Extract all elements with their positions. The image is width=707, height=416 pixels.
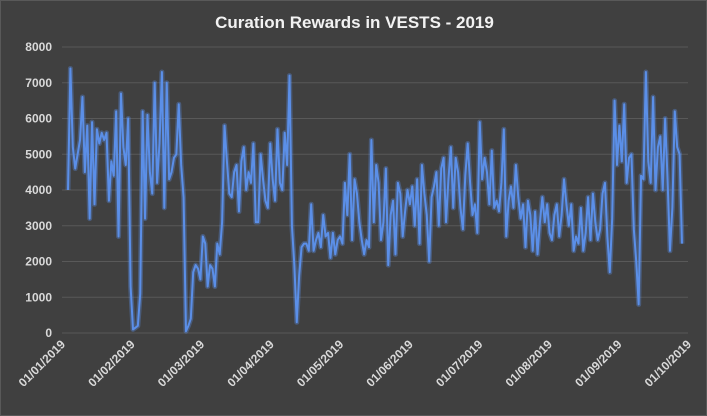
x-tick-label: 01/08/2019 <box>503 337 556 390</box>
y-tick-label: 1000 <box>25 290 52 304</box>
y-tick-label: 4000 <box>25 183 52 197</box>
x-tick-label: 01/03/2019 <box>155 337 208 390</box>
y-tick-label: 3000 <box>25 219 52 233</box>
x-tick-label: 01/10/2019 <box>642 337 695 390</box>
y-tick-label: 0 <box>45 326 52 340</box>
x-tick-label: 01/02/2019 <box>85 337 138 390</box>
x-tick-label: 01/07/2019 <box>433 337 486 390</box>
x-axis-labels: 01/01/2019 01/02/2019 01/03/2019 01/04/2019… <box>16 337 695 390</box>
y-axis-labels: 0 1000 2000 3000 4000 5000 6000 7000 8000 <box>25 40 52 340</box>
y-tick-label: 2000 <box>25 255 52 269</box>
y-tick-label: 6000 <box>25 112 52 126</box>
x-tick-label: 01/05/2019 <box>294 337 347 390</box>
x-tick-label: 01/01/2019 <box>16 337 69 390</box>
series-line <box>67 67 683 333</box>
x-tick-label: 01/09/2019 <box>572 337 625 390</box>
chart-title: Curation Rewards in VESTS - 2019 <box>215 13 494 32</box>
y-tick-label: 5000 <box>25 147 52 161</box>
y-tick-label: 7000 <box>25 76 52 90</box>
x-tick-label: 01/06/2019 <box>364 337 417 390</box>
x-tick-label: 01/04/2019 <box>224 337 277 390</box>
y-tick-label: 8000 <box>25 40 52 54</box>
